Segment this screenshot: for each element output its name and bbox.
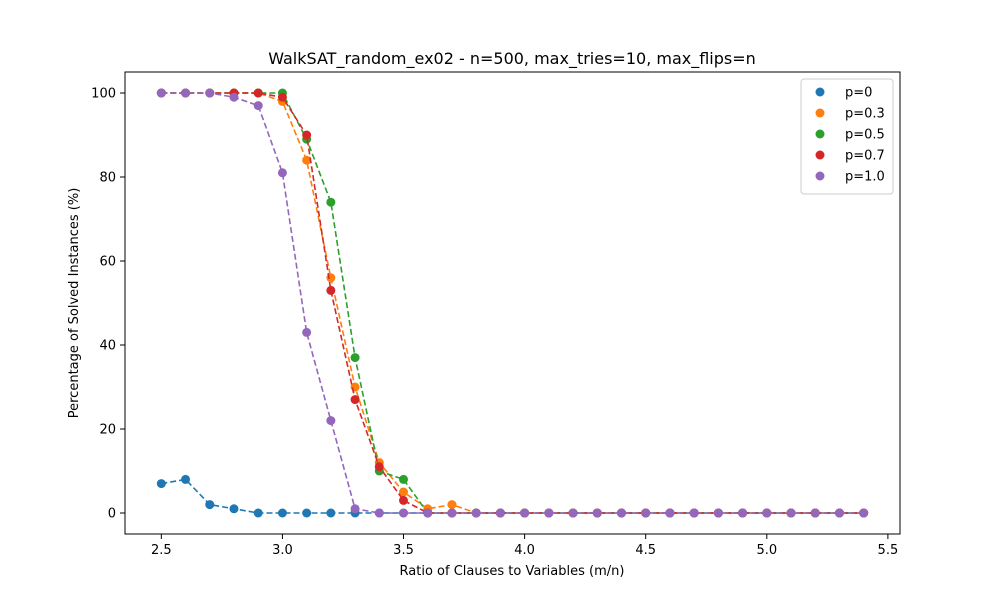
legend-label: p=1.0 [845, 170, 885, 185]
series-line [161, 92, 864, 514]
legend-marker [815, 171, 825, 181]
legend-marker [815, 108, 825, 118]
data-point [399, 495, 409, 505]
chart-title: WalkSAT_random_ex02 - n=500, max_tries=1… [268, 49, 756, 69]
legend: p=0 p=0.3 p=0.5 p=0.7 p=1.0 [800, 78, 894, 195]
data-point [399, 508, 409, 518]
data-point [447, 508, 457, 518]
data-point [616, 508, 626, 518]
legend-marker [815, 87, 825, 97]
x-tick-label: 5.5 [878, 543, 899, 558]
data-point [326, 416, 336, 426]
data-point [374, 508, 384, 518]
data-point [181, 474, 191, 484]
x-tick-label: 5.0 [756, 543, 777, 558]
data-point [544, 508, 554, 518]
y-tick-label: 60 [99, 255, 116, 270]
data-point [738, 508, 748, 518]
plot-frame [124, 71, 901, 535]
data-point [326, 197, 336, 207]
data-point [495, 508, 505, 518]
data-point [810, 508, 820, 518]
data-point [253, 508, 263, 518]
data-point [181, 88, 191, 98]
plot-series [156, 88, 869, 518]
data-point [277, 168, 287, 178]
data-point [302, 508, 312, 518]
x-axis: 2.5 3.0 3.5 4.0 4.5 5.0 5.5 [151, 534, 898, 558]
data-point [253, 88, 263, 98]
y-tick-label: 80 [99, 171, 116, 186]
data-point [374, 462, 384, 472]
series-p=1.0 [156, 88, 869, 518]
legend-item: p=0 [815, 86, 872, 101]
legend-item: p=0.7 [815, 149, 885, 164]
data-point [568, 508, 578, 518]
x-tick-label: 3.0 [272, 543, 293, 558]
legend-label: p=0.5 [845, 128, 885, 143]
legend-item: p=1.0 [815, 170, 885, 185]
legend-label: p=0 [845, 86, 872, 101]
y-axis: 0 20 40 60 80 100 [91, 87, 125, 522]
x-axis-label: Ratio of Clauses to Variables (m/n) [400, 564, 625, 579]
legend-box [800, 78, 894, 195]
data-point [350, 395, 360, 405]
y-tick-label: 100 [91, 87, 116, 102]
legend-label: p=0.3 [845, 107, 885, 122]
legend-item: p=0.3 [815, 107, 885, 122]
data-point [205, 500, 215, 510]
data-point [302, 327, 312, 337]
y-axis-label: Percentage of Solved Instances (%) [67, 188, 82, 419]
data-point [229, 504, 239, 514]
data-point [205, 88, 215, 98]
data-point [399, 474, 409, 484]
legend-marker [815, 129, 825, 139]
data-point [326, 285, 336, 295]
data-point [423, 508, 433, 518]
data-point [350, 504, 360, 514]
legend-item: p=0.5 [815, 128, 885, 143]
data-point [592, 508, 602, 518]
data-point [786, 508, 796, 518]
data-point [156, 88, 166, 98]
data-point [447, 500, 457, 510]
data-point [229, 92, 239, 102]
data-point [302, 130, 312, 140]
data-point [689, 508, 699, 518]
data-point [834, 508, 844, 518]
legend-marker [815, 150, 825, 160]
y-tick-label: 40 [99, 339, 116, 354]
data-point [859, 508, 869, 518]
data-point [520, 508, 530, 518]
data-point [253, 101, 263, 111]
data-point [762, 508, 772, 518]
data-point [326, 508, 336, 518]
data-point [350, 353, 360, 363]
data-point [665, 508, 675, 518]
y-tick-label: 0 [108, 507, 116, 522]
x-tick-label: 4.0 [514, 543, 535, 558]
x-tick-label: 2.5 [151, 543, 172, 558]
x-tick-label: 3.5 [393, 543, 414, 558]
data-point [471, 508, 481, 518]
data-point [399, 487, 409, 497]
data-point [277, 508, 287, 518]
data-point [302, 155, 312, 165]
data-point [641, 508, 651, 518]
legend-label: p=0.7 [845, 149, 885, 164]
data-point [277, 92, 287, 102]
data-point [156, 479, 166, 489]
x-tick-label: 4.5 [635, 543, 656, 558]
y-tick-label: 20 [99, 423, 116, 438]
data-point [713, 508, 723, 518]
